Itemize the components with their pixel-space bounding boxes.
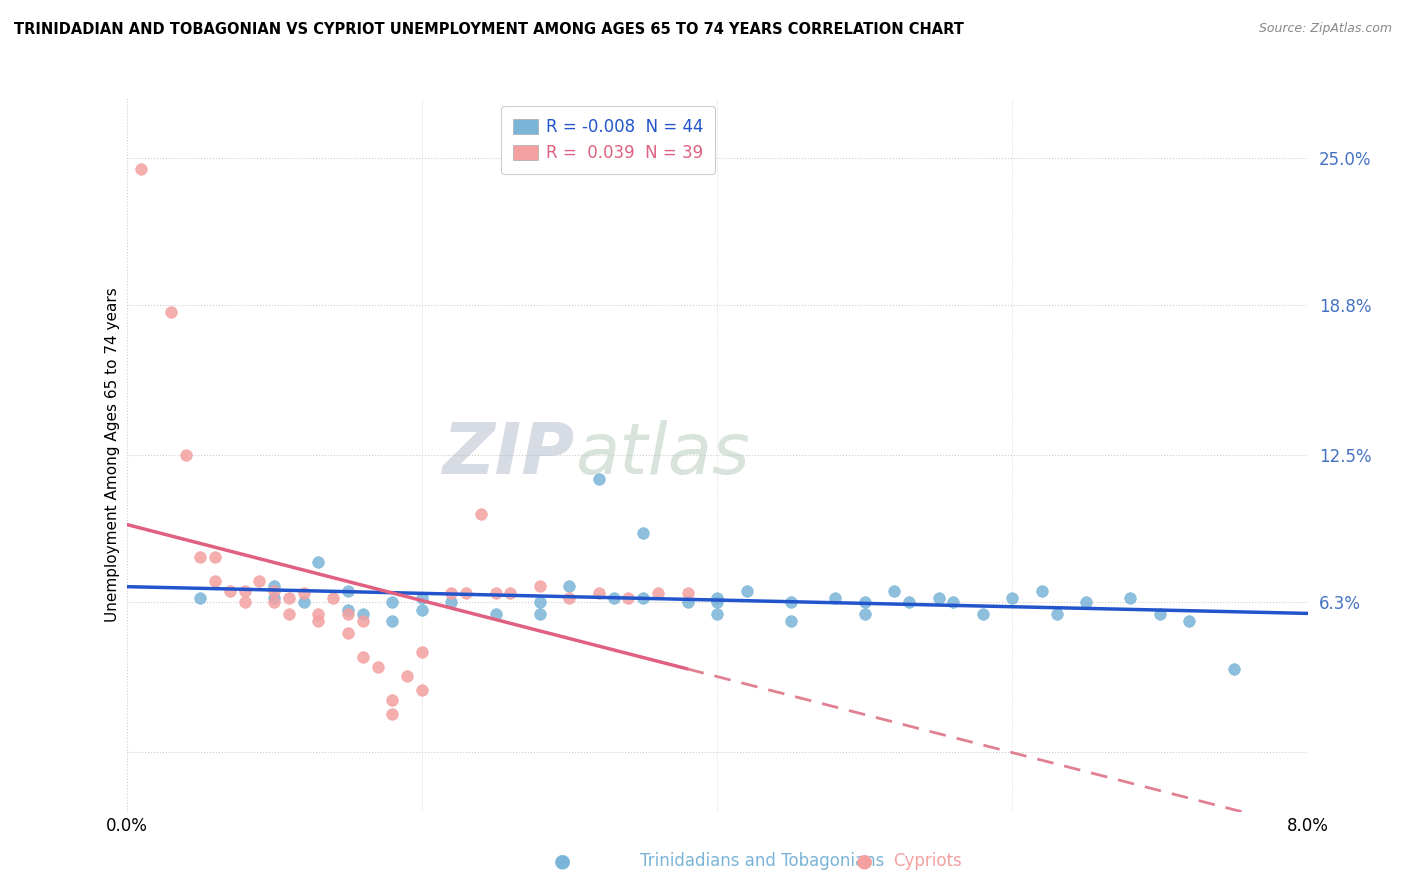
Point	[676, 595, 699, 609]
Point	[588, 586, 610, 600]
Point	[706, 595, 728, 609]
Point	[1031, 583, 1053, 598]
Point	[779, 615, 801, 629]
Point	[470, 508, 492, 522]
Point	[454, 586, 477, 600]
Point	[219, 583, 242, 598]
Point	[1222, 662, 1246, 676]
Point	[529, 579, 551, 593]
Point	[381, 595, 404, 609]
Text: Source: ZipAtlas.com: Source: ZipAtlas.com	[1258, 22, 1392, 36]
Point	[337, 626, 360, 640]
Point	[529, 595, 551, 609]
Point	[1178, 615, 1201, 629]
Point	[617, 591, 640, 605]
Point	[1045, 607, 1069, 622]
Text: Cypriots: Cypriots	[893, 852, 962, 870]
Text: ZIP: ZIP	[443, 420, 575, 490]
Point	[633, 526, 655, 541]
Point	[263, 595, 285, 609]
Point	[292, 595, 315, 609]
Text: ●: ●	[856, 851, 873, 871]
Point	[263, 591, 285, 605]
Point	[499, 586, 522, 600]
Point	[307, 555, 329, 569]
Point	[706, 607, 728, 622]
Point	[188, 550, 211, 565]
Point	[897, 595, 920, 609]
Point	[411, 683, 433, 698]
Point	[824, 591, 846, 605]
Point	[233, 595, 256, 609]
Point	[263, 579, 285, 593]
Point	[233, 583, 256, 598]
Point	[779, 595, 801, 609]
Point	[160, 305, 183, 319]
Point	[558, 579, 581, 593]
Legend: R = -0.008  N = 44, R =  0.039  N = 39: R = -0.008 N = 44, R = 0.039 N = 39	[501, 106, 716, 174]
Point	[307, 615, 329, 629]
Point	[588, 472, 610, 486]
Point	[853, 607, 876, 622]
Point	[484, 607, 508, 622]
Point	[292, 586, 315, 600]
Point	[529, 607, 551, 622]
Point	[1076, 595, 1098, 609]
Point	[972, 607, 994, 622]
Point	[352, 615, 374, 629]
Point	[381, 615, 404, 629]
Point	[853, 595, 876, 609]
Point	[278, 607, 301, 622]
Point	[1149, 607, 1171, 622]
Point	[706, 591, 728, 605]
Point	[381, 693, 404, 707]
Point	[307, 607, 329, 622]
Point	[633, 591, 655, 605]
Point	[1119, 591, 1142, 605]
Point	[366, 659, 388, 673]
Point	[204, 550, 226, 565]
Point	[188, 591, 211, 605]
Point	[603, 591, 626, 605]
Text: ●: ●	[554, 851, 571, 871]
Point	[129, 162, 153, 177]
Point	[411, 602, 433, 616]
Point	[440, 595, 463, 609]
Point	[558, 591, 581, 605]
Point	[381, 707, 404, 722]
Point	[247, 574, 270, 588]
Point	[484, 586, 508, 600]
Point	[928, 591, 950, 605]
Point	[676, 586, 699, 600]
Point	[174, 448, 197, 462]
Point	[440, 586, 463, 600]
Point	[337, 583, 360, 598]
Point	[1001, 591, 1024, 605]
Text: TRINIDADIAN AND TOBAGONIAN VS CYPRIOT UNEMPLOYMENT AMONG AGES 65 TO 74 YEARS COR: TRINIDADIAN AND TOBAGONIAN VS CYPRIOT UN…	[14, 22, 965, 37]
Text: Trinidadians and Tobagonians: Trinidadians and Tobagonians	[640, 852, 884, 870]
Point	[352, 607, 374, 622]
Text: atlas: atlas	[575, 420, 749, 490]
Point	[352, 650, 374, 665]
Point	[411, 645, 433, 659]
Point	[278, 591, 301, 605]
Point	[337, 607, 360, 622]
Point	[263, 583, 285, 598]
Point	[396, 669, 419, 683]
Point	[337, 602, 360, 616]
Point	[322, 591, 344, 605]
Point	[204, 574, 226, 588]
Point	[942, 595, 965, 609]
Y-axis label: Unemployment Among Ages 65 to 74 years: Unemployment Among Ages 65 to 74 years	[105, 287, 120, 623]
Point	[883, 583, 905, 598]
Point	[735, 583, 758, 598]
Point	[647, 586, 669, 600]
Point	[411, 591, 433, 605]
